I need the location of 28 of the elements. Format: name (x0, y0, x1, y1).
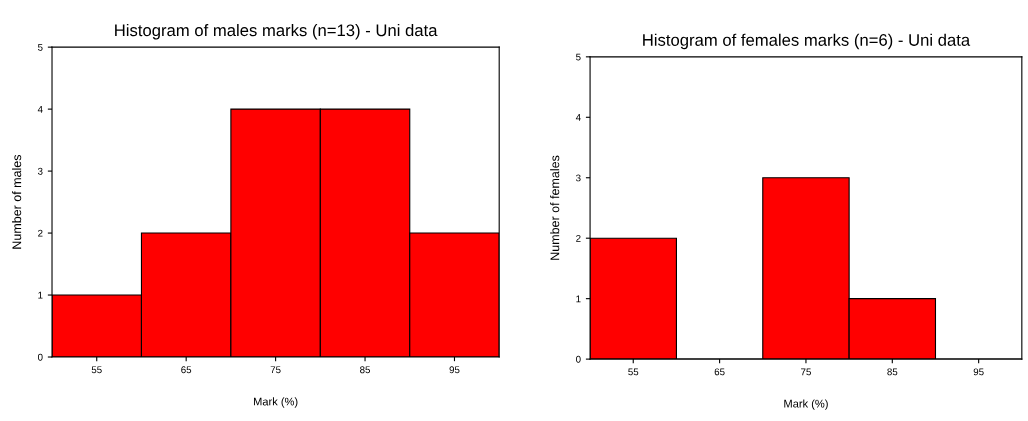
x-tick-label: 65 (181, 366, 192, 374)
y-tick-label: 3 (576, 174, 581, 182)
x-tick-label: 75 (270, 366, 281, 374)
x-tick-label: 95 (449, 366, 460, 374)
y-tick-label: 4 (37, 105, 43, 113)
chart-title: Histogram of males marks (n=13) - Uni data (115, 23, 438, 40)
y-tick-label: 4 (575, 114, 581, 121)
y-axis-title: Number of females (550, 155, 560, 260)
x-axis-title: Mark (%) (253, 397, 298, 408)
x-tick-label: 85 (887, 368, 898, 376)
y-tick-label: 5 (576, 53, 581, 61)
y-tick-label: 3 (37, 167, 43, 175)
chart-title: Histogram of females marks (n=6) - Uni data (643, 33, 971, 50)
y-tick-label: 0 (37, 353, 43, 361)
y-axis-title: Number of males (12, 154, 22, 249)
y-tick-label: 5 (37, 43, 43, 51)
y-tick-label: 0 (576, 355, 581, 363)
y-tick-label: 2 (38, 229, 43, 237)
x-tick-label: 85 (360, 366, 371, 374)
x-tick-label: 95 (973, 368, 984, 376)
x-axis-title: Mark (%) (784, 399, 828, 410)
y-tick-label: 2 (576, 234, 581, 242)
x-tick-label: 65 (714, 368, 725, 376)
x-tick-label: 75 (801, 368, 811, 376)
y-tick-label: 1 (38, 291, 43, 299)
x-tick-label: 55 (91, 366, 102, 374)
y-tick-label: 1 (576, 295, 581, 303)
x-tick-label: 55 (628, 368, 639, 376)
